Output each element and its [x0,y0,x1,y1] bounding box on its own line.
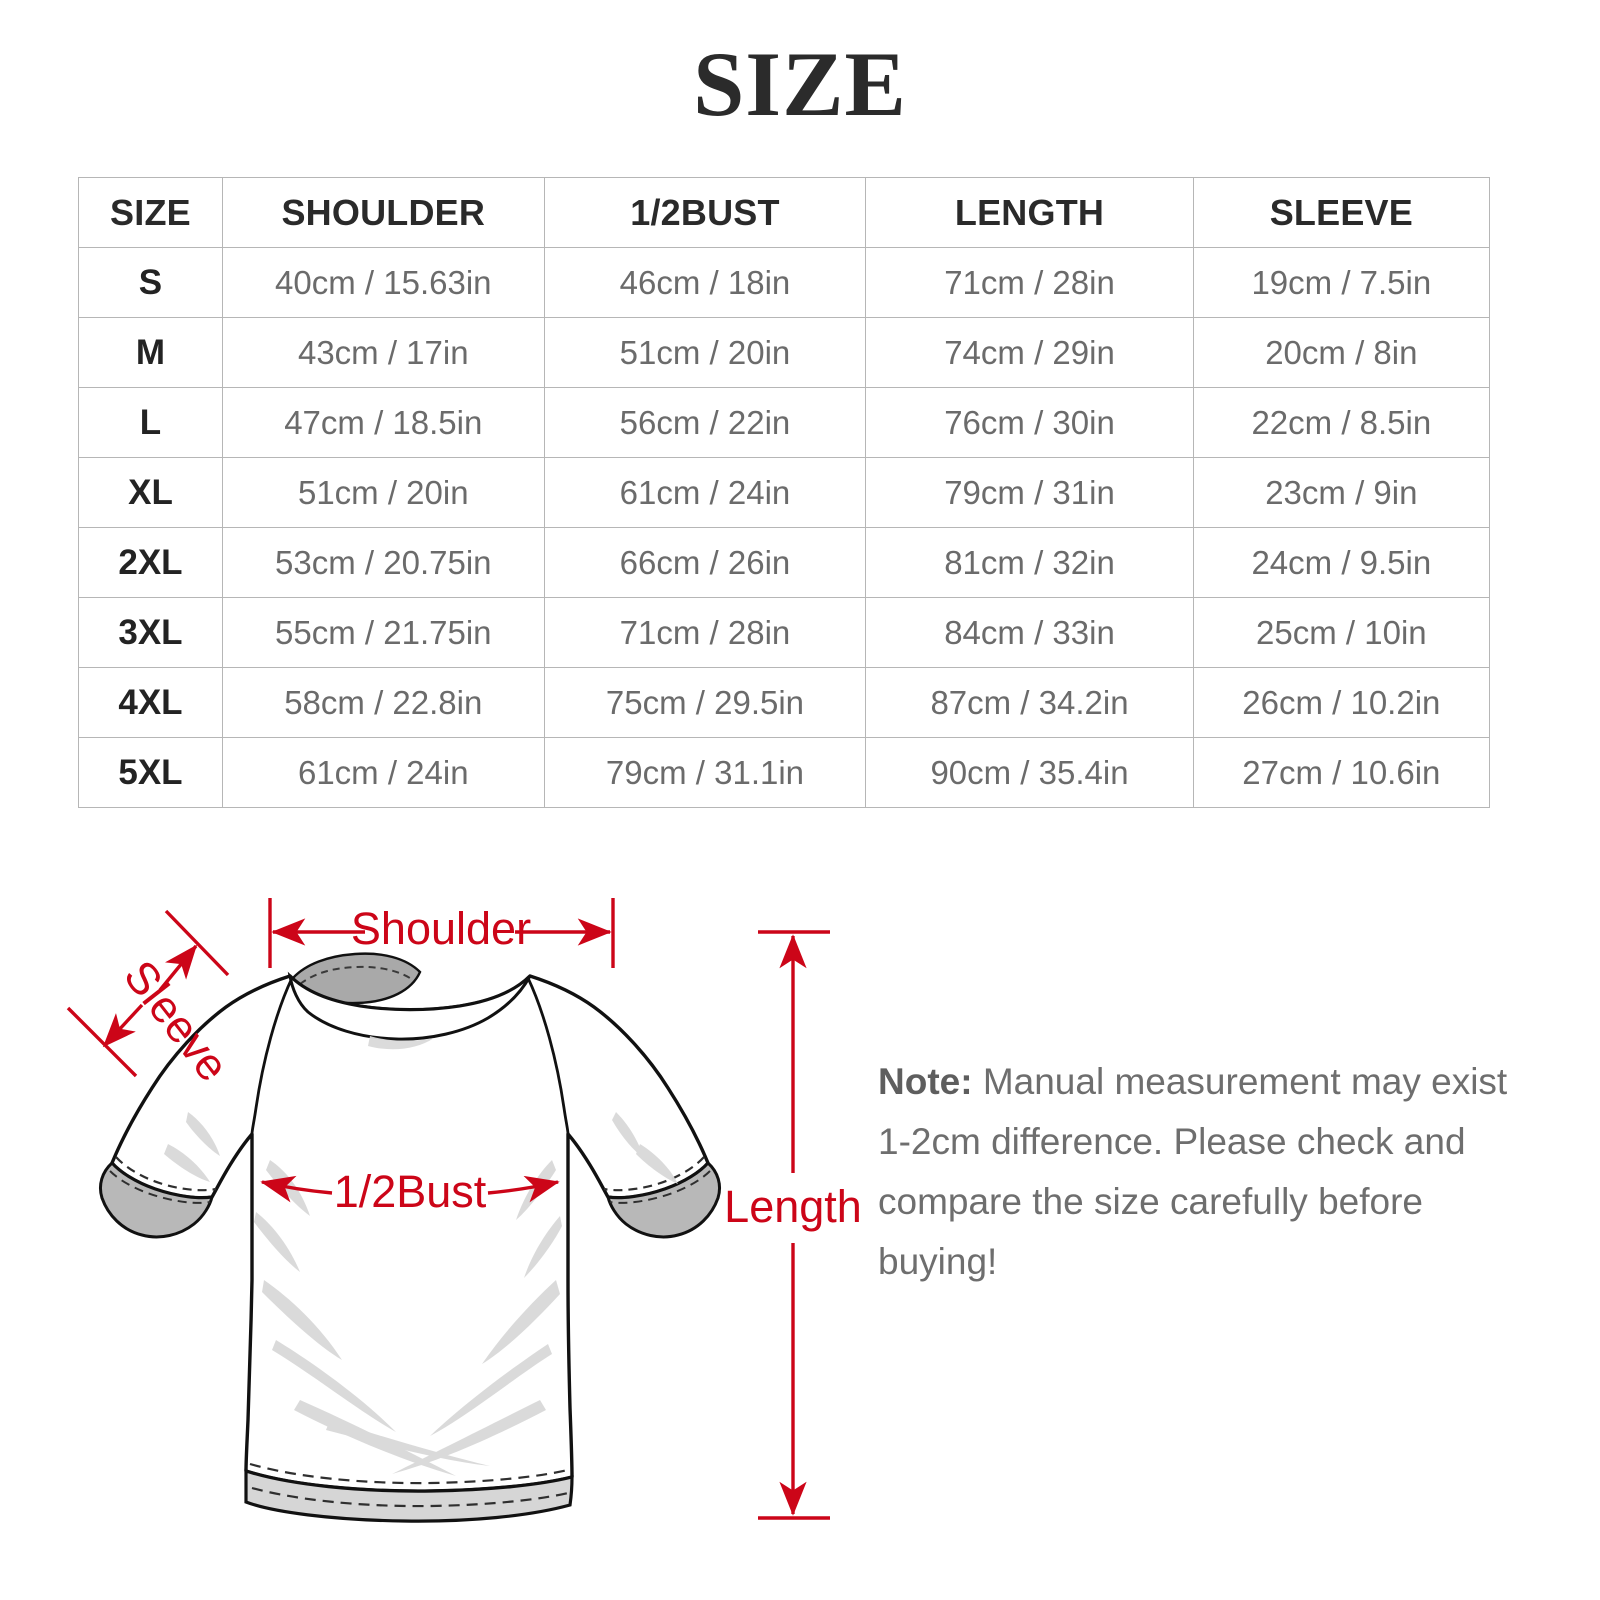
shoulder-seam-right [526,977,570,1135]
sleeve-cuff-left-stitch2 [109,1170,211,1204]
bust-arrow-left [260,1175,333,1203]
table-row: 4XL 58cm / 22.8in 75cm / 29.5in 87cm / 3… [78,667,1491,738]
collar-front [287,971,532,1041]
shoulder-seam-left [250,977,294,1135]
cell-size: XL [78,457,223,528]
sleeve-cuff-left [98,1160,215,1239]
note-block: Note: Manual measurement may exist 1-2cm… [878,1052,1518,1292]
bust-annotation: 1/2Bust [260,1166,560,1217]
cell-sleeve: 19cm / 7.5in [1192,247,1491,318]
cell-shoulder: 47cm / 18.5in [221,387,545,458]
cell-size: S [78,247,223,318]
sleeve-arrow-lower [102,1003,144,1048]
cell-size: 3XL [78,597,223,668]
size-table-container: SIZE SHOULDER 1/2BUST LENGTH SLEEVE S 40… [78,177,1491,808]
cell-bust: 51cm / 20in [543,317,867,388]
cell-size: L [78,387,223,458]
cell-bust: 75cm / 29.5in [543,667,867,738]
cell-length: 81cm / 32in [865,527,1194,598]
column-header-size: SIZE [78,177,223,248]
cell-sleeve: 23cm / 9in [1192,457,1491,528]
cell-bust: 66cm / 26in [543,527,867,598]
table-row: 3XL 55cm / 21.75in 71cm / 28in 84cm / 33… [78,597,1491,668]
cell-shoulder: 53cm / 20.75in [221,527,545,598]
bottom-hem-stitch-lower [251,1486,569,1508]
cell-sleeve: 25cm / 10in [1192,597,1491,668]
bottom-hem-stitch-upper [249,1462,569,1485]
sleeve-tick-upper [164,909,230,977]
cell-bust: 46cm / 18in [543,247,867,318]
measurement-diagram: Shoulder Sleeve 1/2Bust Length [0,820,1600,1600]
table-row: 2XL 53cm / 20.75in 66cm / 26in 81cm / 32… [78,527,1491,598]
cell-shoulder: 40cm / 15.63in [221,247,545,318]
cell-shoulder: 55cm / 21.75in [221,597,545,668]
shoulder-label: Shoulder [351,903,531,954]
sleeve-annotation: Sleeve [66,909,239,1091]
cell-bust: 61cm / 24in [543,457,867,528]
sleeve-cuff-left-stitch [115,1156,217,1192]
length-label: Length [724,1181,862,1232]
cell-length: 74cm / 29in [865,317,1194,388]
cell-length: 84cm / 33in [865,597,1194,668]
table-header-row: SIZE SHOULDER 1/2BUST LENGTH SLEEVE [78,177,1491,248]
sleeve-cuff-right-stitch2 [609,1170,711,1204]
column-header-shoulder: SHOULDER [221,177,545,248]
cell-size: 2XL [78,527,223,598]
note-text: Manual measurement may exist 1-2cm diffe… [878,1061,1508,1282]
cell-bust: 71cm / 28in [543,597,867,668]
cell-size: 5XL [78,737,223,808]
size-chart-table: SIZE SHOULDER 1/2BUST LENGTH SLEEVE S 40… [78,177,1491,808]
cell-size: 4XL [78,667,223,738]
cell-length: 87cm / 34.2in [865,667,1194,738]
cell-sleeve: 24cm / 9.5in [1192,527,1491,598]
cell-sleeve: 27cm / 10.6in [1192,737,1491,808]
page-title: SIZE [693,33,907,135]
tshirt-diagram-svg: Shoulder Sleeve 1/2Bust Length [66,898,862,1523]
bust-arrow-right [487,1175,560,1203]
column-header-length: LENGTH [865,177,1194,248]
sleeve-cuff-right-stitch [603,1156,705,1192]
column-header-sleeve: SLEEVE [1192,177,1491,248]
cell-length: 76cm / 30in [865,387,1194,458]
cell-shoulder: 58cm / 22.8in [221,667,545,738]
sleeve-cuff-right [605,1160,722,1239]
bust-label: 1/2Bust [334,1166,487,1217]
sleeve-tick-lower [66,1006,138,1078]
shoulder-annotation: Shoulder [268,898,615,968]
collar-inner-stitch [299,965,414,985]
sleeve-arrow-upper [158,944,198,992]
cell-shoulder: 51cm / 20in [221,457,545,528]
cell-sleeve: 26cm / 10.2in [1192,667,1491,738]
table-row: S 40cm / 15.63in 46cm / 18in 71cm / 28in… [78,247,1491,318]
cell-sleeve: 20cm / 8in [1192,317,1491,388]
cell-length: 71cm / 28in [865,247,1194,318]
cell-bust: 79cm / 31.1in [543,737,867,808]
column-header-bust: 1/2BUST [543,177,867,248]
length-annotation: Length [724,930,862,1520]
table-row: M 43cm / 17in 51cm / 20in 74cm / 29in 20… [78,317,1491,388]
cell-shoulder: 61cm / 24in [221,737,545,808]
table-row: L 47cm / 18.5in 56cm / 22in 76cm / 30in … [78,387,1491,458]
cell-shoulder: 43cm / 17in [221,317,545,388]
table-row: XL 51cm / 20in 61cm / 24in 79cm / 31in 2… [78,457,1491,528]
cell-bust: 56cm / 22in [543,387,867,458]
cell-sleeve: 22cm / 8.5in [1192,387,1491,458]
note-label: Note: [878,1061,973,1102]
cell-length: 79cm / 31in [865,457,1194,528]
table-row: 5XL 61cm / 24in 79cm / 31.1in 90cm / 35.… [78,737,1491,808]
cell-length: 90cm / 35.4in [865,737,1194,808]
cell-size: M [78,317,223,388]
bottom-hem-fold [244,1468,574,1523]
